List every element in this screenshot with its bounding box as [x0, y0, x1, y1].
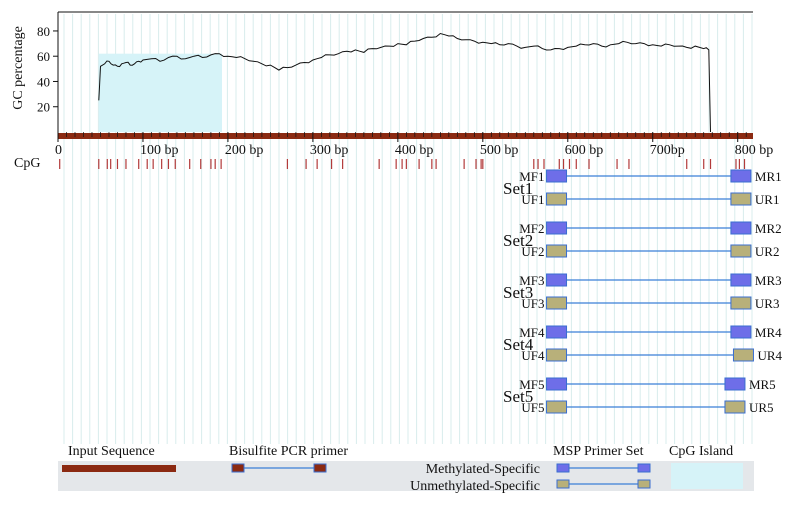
unmethylated-reverse-label: UR2 — [755, 244, 780, 259]
methylated-reverse-primer — [730, 221, 752, 235]
unmethylated-reverse-primer — [730, 244, 752, 258]
methylated-reverse-primer — [730, 169, 752, 183]
unmethylated-reverse-label: UR4 — [757, 348, 782, 363]
input-sequence-bar — [58, 133, 753, 139]
legend-unmethylated-forward — [556, 479, 570, 489]
methylated-forward-primer — [546, 273, 568, 287]
unmethylated-forward-label: UF4 — [521, 348, 545, 363]
methylated-forward-primer — [546, 325, 568, 339]
methylated-reverse-primer — [730, 273, 752, 287]
unmethylated-forward-primer — [546, 296, 568, 310]
sequence-bar — [58, 133, 753, 139]
unmethylated-forward-label: UF1 — [521, 192, 544, 207]
cpg-island-highlight — [98, 53, 222, 132]
set-label: Set2 — [503, 231, 533, 250]
unmethylated-reverse-primer — [732, 348, 754, 362]
legend-unmethylated-reverse — [637, 479, 651, 489]
methylated-reverse-label: MR5 — [749, 377, 776, 392]
methylated-reverse-label: MR3 — [755, 273, 782, 288]
legend-cpg-island-label: CpG Island — [669, 444, 733, 459]
set-label: Set4 — [503, 335, 534, 354]
methylated-forward-label: MF1 — [519, 169, 544, 184]
legend-cpg-island-swatch — [671, 463, 743, 489]
legend: Input Sequence Bisulfite PCR primer MSP Pr… — [58, 444, 754, 494]
methylated-forward-primer — [546, 169, 568, 183]
unmethylated-reverse-primer — [724, 400, 746, 414]
legend-msp-label: MSP Primer Set — [553, 444, 644, 459]
x-tick-label: 400 bp — [395, 143, 434, 158]
x-tick-label: 800 bp — [735, 143, 774, 158]
set-label: Set3 — [503, 283, 533, 302]
unmethylated-forward-primer — [546, 348, 568, 362]
methylated-forward-primer — [546, 221, 568, 235]
unmethylated-forward-primer — [546, 400, 568, 414]
legend-input-sequence-label: Input Sequence — [68, 444, 155, 459]
unmethylated-forward-label: UF5 — [521, 400, 544, 415]
y-axis-label: GC percentage — [11, 26, 26, 110]
cpg-sites-track: CpG — [14, 156, 746, 171]
unmethylated-reverse-label: UR1 — [755, 192, 780, 207]
legend-methylated-label: Methylated-Specific — [426, 462, 540, 477]
unmethylated-reverse-primer — [730, 296, 752, 310]
legend-unmethylated-label: Unmethylated-Specific — [410, 479, 540, 494]
unmethylated-reverse-primer — [730, 192, 752, 206]
legend-bisulfite-forward — [231, 463, 245, 473]
x-axis-ticks: 0 100 bp 200 bp 300 bp 400 bp 500 bp 600 bp 700… — [55, 132, 773, 158]
unmethylated-forward-primer — [546, 244, 568, 258]
methylated-reverse-label: MR2 — [755, 221, 782, 236]
methylated-reverse-primer — [724, 377, 746, 391]
methylated-forward-label: MF5 — [519, 377, 544, 392]
methylated-forward-label: MF3 — [519, 273, 544, 288]
unmethylated-forward-label: UF2 — [521, 244, 544, 259]
y-tick-label: 40 — [37, 74, 50, 89]
legend-bisulfite-reverse — [313, 463, 327, 473]
methylated-reverse-label: MR1 — [755, 169, 782, 184]
cpg-track-label: CpG — [14, 156, 40, 171]
legend-input-sequence-swatch — [62, 465, 176, 472]
set-label: Set1 — [503, 179, 533, 198]
y-tick-label: 20 — [37, 100, 50, 115]
y-tick-label: 80 — [37, 24, 50, 39]
legend-methylated-forward — [556, 463, 570, 473]
unmethylated-forward-primer — [546, 192, 568, 206]
methylated-forward-primer — [546, 377, 568, 391]
legend-methylated-reverse — [637, 463, 651, 473]
x-tick-label: 200 bp — [225, 143, 263, 158]
x-tick-label: 700bp — [650, 143, 685, 158]
methylated-forward-label: MF2 — [519, 221, 544, 236]
x-tick-label: 500 bp — [480, 143, 519, 158]
y-tick-label: 60 — [37, 49, 50, 64]
set-label: Set5 — [503, 387, 533, 406]
x-tick-label: 100 bp — [140, 143, 179, 158]
methylated-forward-label: MF4 — [519, 325, 545, 340]
y-axis-ticks: 20 40 60 80 — [37, 24, 58, 115]
methylated-reverse-label: MR4 — [755, 325, 782, 340]
x-tick-label: 0 — [55, 143, 62, 158]
legend-bisulfite-label: Bisulfite PCR primer — [229, 444, 348, 459]
unmethylated-forward-label: UF3 — [521, 296, 544, 311]
x-tick-label: 600 bp — [565, 143, 604, 158]
unmethylated-reverse-label: UR5 — [749, 400, 774, 415]
plot-axes — [57, 11, 753, 132]
gc-plot-area: 20 40 60 80 GC percentage — [11, 11, 753, 133]
methylated-reverse-primer — [730, 325, 752, 339]
x-tick-label: 300 bp — [310, 143, 349, 158]
unmethylated-reverse-label: UR3 — [755, 296, 780, 311]
gc-percentage-line — [98, 32, 711, 133]
